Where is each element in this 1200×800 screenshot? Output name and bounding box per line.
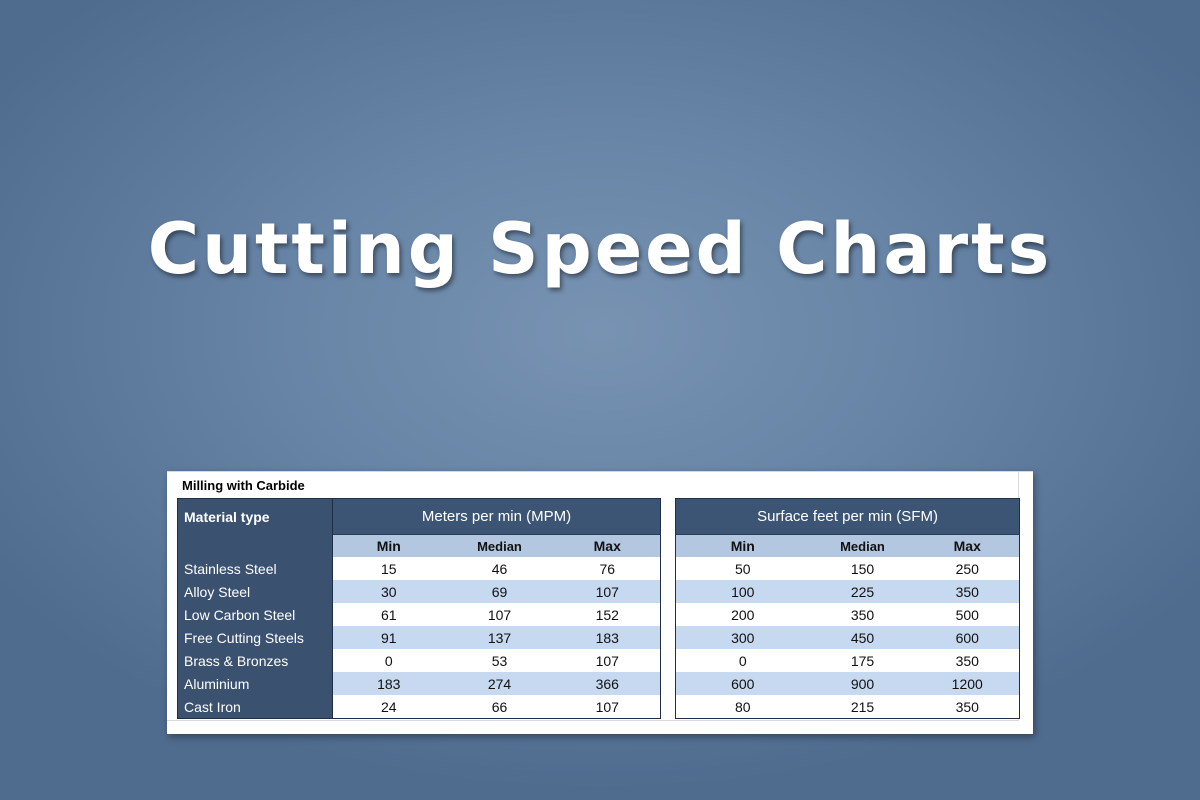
sfm-median-header: Median	[809, 534, 916, 557]
material-name: Alloy Steel	[177, 580, 333, 603]
mpm-min-cell: 0	[332, 649, 445, 672]
mpm-min-cell: 30	[332, 580, 445, 603]
material-type-header: Material type	[177, 498, 333, 557]
sfm-max-header: Max	[915, 534, 1020, 557]
material-name: Stainless Steel	[177, 557, 333, 580]
table-row: 300 450 600	[675, 626, 1020, 649]
sfm-median-cell: 450	[809, 626, 916, 649]
table-row: Brass & Bronzes 0 53 107	[177, 649, 661, 672]
table-row: 80 215 350	[675, 695, 1020, 719]
mpm-min-cell: 24	[332, 695, 445, 719]
sfm-min-cell: 300	[675, 626, 810, 649]
material-name: Aluminium	[177, 672, 333, 695]
sfm-median-cell: 225	[809, 580, 916, 603]
mpm-max-header: Max	[554, 534, 661, 557]
mpm-median-cell: 46	[444, 557, 555, 580]
mpm-table: Material type Meters per min (MPM) Min M…	[177, 498, 661, 719]
sfm-max-cell: 250	[915, 557, 1020, 580]
sfm-max-cell: 600	[915, 626, 1020, 649]
sfm-min-cell: 100	[675, 580, 810, 603]
mpm-median-cell: 66	[444, 695, 555, 719]
speed-chart-sheet: Milling with Carbide Material type Meter…	[167, 471, 1033, 734]
table-row: Alloy Steel 30 69 107	[177, 580, 661, 603]
mpm-median-cell: 107	[444, 603, 555, 626]
sfm-median-cell: 350	[809, 603, 916, 626]
table-row: Free Cutting Steels 91 137 183	[177, 626, 661, 649]
sfm-max-cell: 500	[915, 603, 1020, 626]
table-row: 0 175 350	[675, 649, 1020, 672]
page-title: Cutting Speed Charts	[147, 208, 1053, 290]
mpm-min-header: Min	[332, 534, 445, 557]
sfm-table: Surface feet per min (SFM) Min Median Ma…	[675, 498, 1021, 719]
table-row: 600 900 1200	[675, 672, 1020, 695]
sfm-min-cell: 50	[675, 557, 810, 580]
mpm-max-cell: 152	[554, 603, 661, 626]
table-row: Cast Iron 24 66 107	[177, 695, 661, 719]
table-row: 100 225 350	[675, 580, 1020, 603]
sheet-title: Milling with Carbide	[182, 478, 305, 493]
mpm-max-cell: 107	[554, 695, 661, 719]
sfm-group-header: Surface feet per min (SFM)	[675, 498, 1020, 535]
mpm-max-cell: 366	[554, 672, 661, 695]
table-row: Stainless Steel 15 46 76	[177, 557, 661, 580]
mpm-min-cell: 91	[332, 626, 445, 649]
mpm-median-header: Median	[444, 534, 555, 557]
mpm-min-cell: 61	[332, 603, 445, 626]
material-name: Free Cutting Steels	[177, 626, 333, 649]
material-name: Low Carbon Steel	[177, 603, 333, 626]
sfm-max-cell: 350	[915, 695, 1020, 719]
mpm-max-cell: 76	[554, 557, 661, 580]
sfm-max-cell: 350	[915, 649, 1020, 672]
table-row: Low Carbon Steel 61 107 152	[177, 603, 661, 626]
sfm-max-cell: 1200	[915, 672, 1020, 695]
mpm-min-cell: 15	[332, 557, 445, 580]
sfm-min-cell: 80	[675, 695, 810, 719]
mpm-max-cell: 183	[554, 626, 661, 649]
sfm-min-cell: 0	[675, 649, 810, 672]
sfm-min-cell: 600	[675, 672, 810, 695]
table-row: Aluminium 183 274 366	[177, 672, 661, 695]
sfm-max-cell: 350	[915, 580, 1020, 603]
sheet-gridline	[167, 720, 1019, 721]
table-row: 50 150 250	[675, 557, 1020, 580]
sfm-median-cell: 215	[809, 695, 916, 719]
sfm-min-header: Min	[675, 534, 810, 557]
material-name: Cast Iron	[177, 695, 333, 719]
sfm-min-cell: 200	[675, 603, 810, 626]
mpm-median-cell: 274	[444, 672, 555, 695]
mpm-max-cell: 107	[554, 580, 661, 603]
mpm-median-cell: 137	[444, 626, 555, 649]
sfm-median-cell: 900	[809, 672, 916, 695]
mpm-group-header: Meters per min (MPM)	[332, 498, 661, 535]
table-row: 200 350 500	[675, 603, 1020, 626]
sfm-median-cell: 150	[809, 557, 916, 580]
mpm-min-cell: 183	[332, 672, 445, 695]
material-name: Brass & Bronzes	[177, 649, 333, 672]
mpm-median-cell: 69	[444, 580, 555, 603]
mpm-max-cell: 107	[554, 649, 661, 672]
mpm-median-cell: 53	[444, 649, 555, 672]
sfm-median-cell: 175	[809, 649, 916, 672]
